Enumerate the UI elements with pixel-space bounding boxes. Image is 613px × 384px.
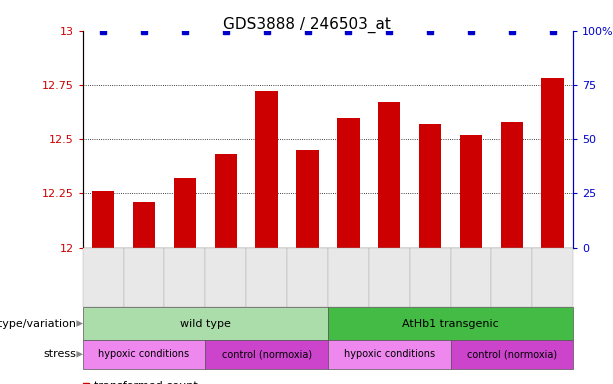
Bar [92, 191, 115, 248]
Bar [419, 124, 441, 248]
Bar [369, 248, 409, 307]
Text: stress: stress [44, 349, 77, 359]
Text: control (normoxia): control (normoxia) [221, 349, 312, 359]
Bar [83, 307, 328, 340]
Bar [451, 340, 573, 369]
Bar [173, 178, 196, 248]
Bar [328, 340, 451, 369]
Bar [133, 202, 155, 248]
Text: genotype/variation: genotype/variation [0, 318, 77, 329]
Bar [409, 248, 451, 307]
Bar [164, 248, 205, 307]
Text: hypoxic conditions: hypoxic conditions [99, 349, 189, 359]
Bar [337, 118, 360, 248]
Bar [541, 78, 564, 248]
Bar [205, 248, 246, 307]
Text: hypoxic conditions: hypoxic conditions [344, 349, 435, 359]
Bar [328, 248, 369, 307]
Bar [215, 154, 237, 248]
Bar [460, 135, 482, 248]
Text: AtHb1 transgenic: AtHb1 transgenic [402, 318, 499, 329]
Bar [287, 248, 328, 307]
Bar [492, 248, 532, 307]
Bar [205, 340, 328, 369]
Bar [296, 150, 319, 248]
Text: transformed count: transformed count [94, 381, 197, 384]
Bar [246, 248, 287, 307]
Bar [83, 340, 205, 369]
Bar [328, 307, 573, 340]
Bar [256, 91, 278, 248]
Text: wild type: wild type [180, 318, 230, 329]
Text: GDS3888 / 246503_at: GDS3888 / 246503_at [223, 17, 390, 33]
Bar [378, 102, 400, 248]
Text: control (normoxia): control (normoxia) [466, 349, 557, 359]
Bar [124, 248, 164, 307]
Bar [532, 248, 573, 307]
Bar [83, 248, 124, 307]
Bar [451, 248, 492, 307]
Bar [501, 122, 523, 248]
